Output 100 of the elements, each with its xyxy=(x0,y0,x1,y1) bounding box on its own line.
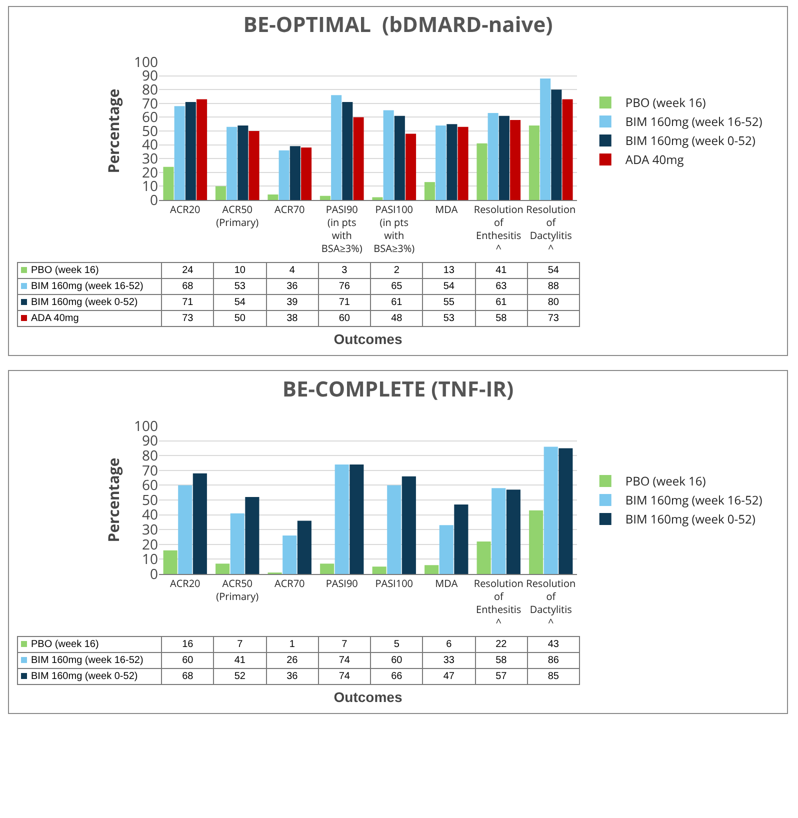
x-axis-title: Outcomes xyxy=(332,330,404,349)
data-label: 54 xyxy=(527,262,580,278)
data-label: 86 xyxy=(527,652,580,668)
data-label: 41 xyxy=(214,652,266,668)
bar xyxy=(540,78,551,200)
bar xyxy=(476,541,491,574)
x-axis-title: Outcomes xyxy=(332,688,404,707)
bar xyxy=(282,536,297,574)
x-tick-label: PASI90 xyxy=(326,576,358,590)
chart-title: BE-OPTIMAL (bDMARD-naive) xyxy=(243,10,553,39)
bar xyxy=(331,95,342,200)
bar xyxy=(342,102,353,200)
x-tick-label: ACR50 (Primary) xyxy=(216,576,259,603)
data-label: 53 xyxy=(214,278,266,294)
legend-label: BIM 160mg (week 0-52) xyxy=(625,132,756,150)
legend-label: BIM 160mg (week 16-52) xyxy=(625,113,763,130)
data-label: 80 xyxy=(527,294,580,310)
data-label: 61 xyxy=(475,294,528,310)
y-axis-title: Percentage xyxy=(104,458,124,542)
text: PBO (week 16) xyxy=(31,265,99,276)
bar xyxy=(268,194,278,200)
x-tick-label: MDA xyxy=(435,576,458,590)
legend-label: ADA 40mg xyxy=(625,151,684,168)
data-label: 68 xyxy=(162,278,214,294)
data-label: 47 xyxy=(422,668,475,684)
data-label: 36 xyxy=(266,278,318,294)
legend-label: PBO (week 16) xyxy=(625,94,706,112)
data-label: 6 xyxy=(422,636,475,652)
bar xyxy=(216,564,230,574)
data-label: 76 xyxy=(318,278,370,294)
bar xyxy=(528,125,540,200)
bar xyxy=(454,504,468,574)
data-label: 13 xyxy=(422,262,475,278)
data-label: 7 xyxy=(214,636,266,652)
bar xyxy=(562,99,573,200)
data-label: 50 xyxy=(214,310,266,326)
bar xyxy=(230,513,244,574)
data-label: 58 xyxy=(475,652,528,668)
data-label: 16 xyxy=(162,636,214,652)
bar xyxy=(476,143,488,200)
text: ADA 40mg xyxy=(31,313,79,324)
bar xyxy=(290,146,300,200)
bar xyxy=(488,113,498,200)
data-label: 74 xyxy=(318,652,370,668)
data-label: 63 xyxy=(475,278,528,294)
x-tick-label: PASI100 (in pts with BSA≥3%) xyxy=(374,202,415,255)
bar xyxy=(446,124,458,200)
bar xyxy=(424,182,435,200)
data-label: 57 xyxy=(475,668,528,684)
bar xyxy=(163,550,178,574)
bar xyxy=(353,117,364,200)
text: BIM 160mg (week 0-52) xyxy=(31,297,138,308)
bar xyxy=(439,525,454,574)
bar xyxy=(529,510,544,574)
x-tick-label: ACR50 (Primary) xyxy=(216,202,259,229)
x-tick-label: Resolution of Enthesitis ^ xyxy=(474,576,524,629)
x-tick-label: PASI90 (in pts with BSA≥3%) xyxy=(321,202,362,255)
data-label: 1 xyxy=(266,636,318,652)
data-label: 10 xyxy=(214,262,266,278)
data-label: 54 xyxy=(422,278,475,294)
data-label: 38 xyxy=(266,310,318,326)
data-label: 26 xyxy=(266,652,318,668)
bar xyxy=(215,186,226,200)
data-label: 71 xyxy=(162,294,214,310)
bar xyxy=(402,476,416,574)
data-label: 22 xyxy=(475,636,528,652)
bar xyxy=(350,464,364,574)
bar xyxy=(506,490,520,574)
text: BIM 160mg (week 0-52) xyxy=(31,671,138,682)
legend-label: PBO (week 16) xyxy=(625,472,706,490)
data-label: 43 xyxy=(527,636,580,652)
data-label: 24 xyxy=(162,262,214,278)
bar xyxy=(320,564,334,574)
data-label: 4 xyxy=(266,262,318,278)
bar xyxy=(387,485,402,574)
data-label: 54 xyxy=(214,294,266,310)
data-label: 71 xyxy=(318,294,370,310)
bar xyxy=(544,446,558,574)
data-label: 48 xyxy=(370,310,423,326)
bar xyxy=(278,150,290,200)
data-label: 33 xyxy=(422,652,475,668)
y-axis-title: Percentage xyxy=(104,88,124,174)
bar xyxy=(163,166,174,200)
data-label: 60 xyxy=(162,652,214,668)
bar xyxy=(320,196,330,200)
bar xyxy=(297,520,312,574)
data-label: 61 xyxy=(370,294,423,310)
x-tick-label: PASI100 xyxy=(375,576,414,590)
bar xyxy=(196,99,208,200)
x-tick-label: MDA xyxy=(435,202,458,216)
data-label: 88 xyxy=(527,278,580,294)
bar xyxy=(372,566,386,574)
bar xyxy=(238,125,248,200)
data-label: 74 xyxy=(318,668,370,684)
data-label: 3 xyxy=(318,262,370,278)
data-label: 39 xyxy=(266,294,318,310)
data-label: 60 xyxy=(318,310,370,326)
x-tick-label: ACR70 xyxy=(274,202,306,216)
text: PBO (week 16) xyxy=(31,639,99,650)
bar xyxy=(192,473,207,574)
